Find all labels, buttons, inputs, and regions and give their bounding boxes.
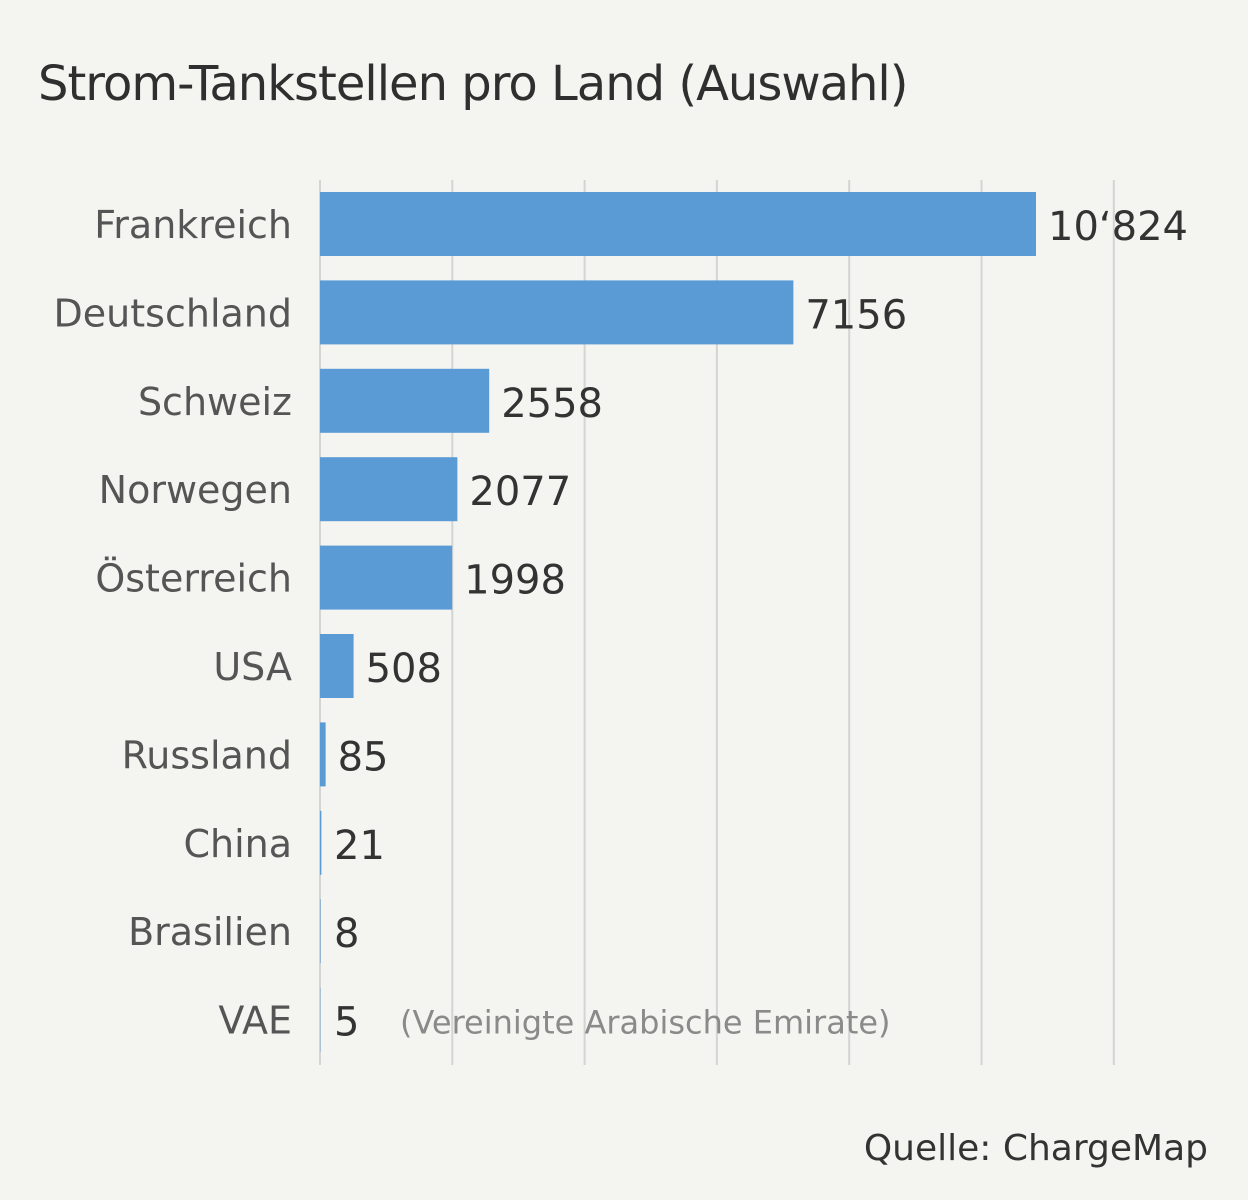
category-label: Frankreich [94, 203, 292, 247]
category-label: VAE [218, 999, 292, 1043]
labels: Frankreich 10‘824 Deutschland 7156 Schweiz 25… [54, 203, 1188, 1046]
bar [320, 368, 490, 433]
bar [320, 634, 354, 698]
category-label: Deutschland [54, 291, 292, 335]
value-label: 10‘824 [1048, 204, 1188, 250]
category-label: Österreich [95, 557, 292, 601]
category-label: Schweiz [138, 380, 292, 424]
value-label: 508 [366, 646, 442, 692]
value-label: 7156 [805, 292, 907, 338]
category-label: Brasilien [128, 910, 292, 954]
category-label: China [183, 822, 292, 866]
bar [320, 280, 794, 345]
bar [320, 192, 1036, 256]
value-label: 2077 [469, 469, 571, 515]
category-label: Russland [122, 733, 292, 777]
value-label: 2558 [501, 381, 603, 427]
category-label: USA [213, 645, 292, 689]
bar [320, 722, 326, 787]
value-label: 5 [334, 1000, 359, 1046]
category-label: Norwegen [99, 468, 292, 512]
value-label: 8 [334, 911, 359, 957]
bar [320, 545, 453, 610]
value-label: 1998 [464, 558, 566, 604]
bar [320, 899, 321, 964]
bar [320, 457, 458, 522]
chart-title: Strom-Tankstellen pro Land (Auswahl) [38, 56, 908, 112]
annotation: (Vereinigte Arabische Emirate) [400, 1004, 891, 1042]
bar [320, 810, 322, 875]
value-label: 21 [334, 823, 385, 869]
value-label: 85 [338, 734, 389, 780]
bars [320, 192, 1036, 1052]
source-note: Quelle: ChargeMap [863, 1128, 1208, 1169]
